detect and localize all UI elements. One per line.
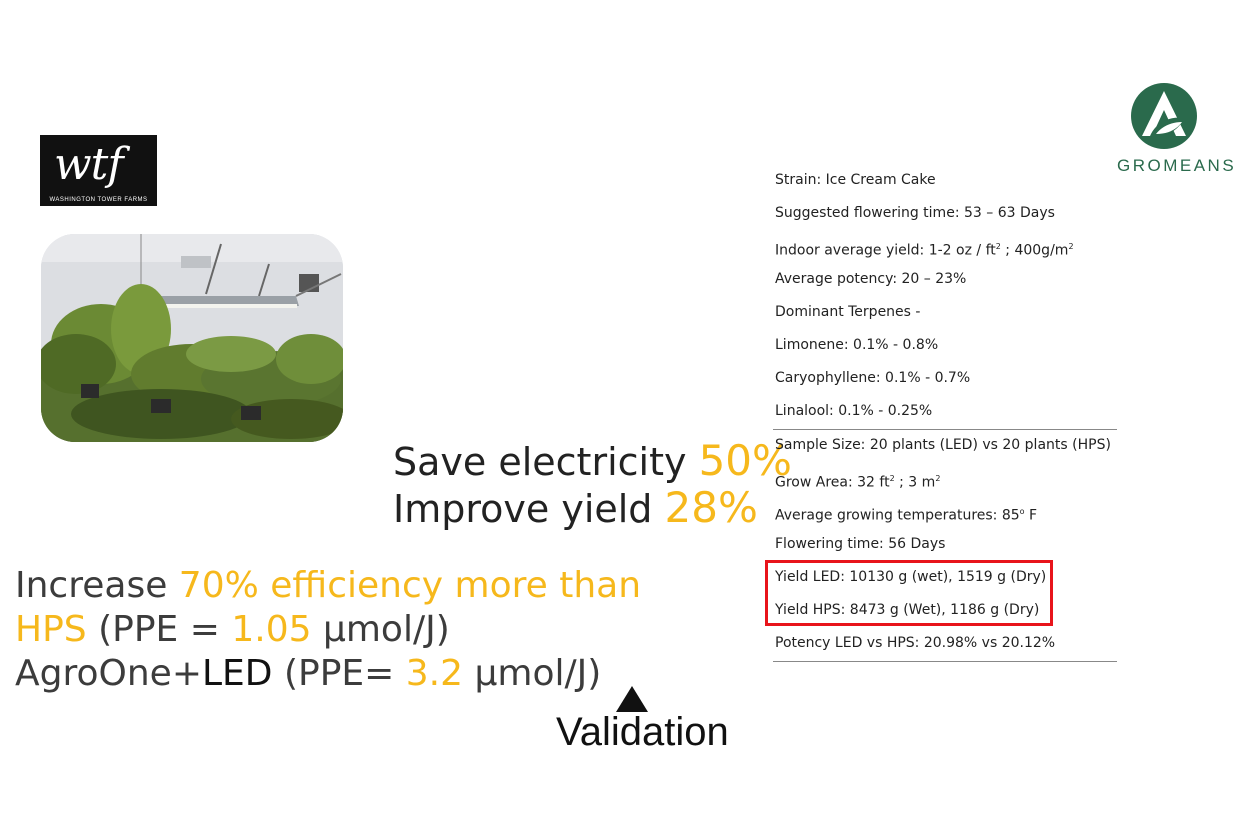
yield-text: Indoor average yield: 1-2 oz / ft xyxy=(775,242,996,259)
wtf-monogram: wtf xyxy=(54,139,124,190)
spec-sample-size: Sample Size: 20 plants (LED) vs 20 plant… xyxy=(775,437,1111,453)
gromeans-logo-icon xyxy=(1130,82,1198,150)
spec-potency-comparison: Potency LED vs HPS: 20.98% vs 20.12% xyxy=(773,628,1117,662)
grow-room-photo xyxy=(41,234,343,442)
efficiency-line-1: Increase 70% efficiency more than xyxy=(15,564,641,608)
yield-text-2: ; 400g/m xyxy=(1000,242,1069,259)
yield-value: 28% xyxy=(664,483,758,532)
area-text-2: ; 3 m xyxy=(894,474,936,491)
temp-unit: F xyxy=(1024,507,1038,524)
yield-sup-1: 2 xyxy=(995,242,1001,251)
agro-ppe-open: (PPE= xyxy=(272,653,406,694)
hps-ppe-value: 1.05 xyxy=(231,609,312,650)
spec-terpenes: Dominant Terpenes - xyxy=(775,304,921,320)
savings-headline: Save electricity 50% Improve yield 28% xyxy=(393,438,792,532)
temp-degree: o xyxy=(1019,507,1025,516)
spec-flowering-time: Flowering time: 56 Days xyxy=(775,536,946,552)
agro-label: AgroOne+ xyxy=(15,653,202,694)
efficiency-line-3: AgroOne+LED (PPE= 3.2 μmol/J) xyxy=(15,652,641,696)
temp-text: Average growing temperatures: 85 xyxy=(775,507,1020,524)
spec-yield-hps: Yield HPS: 8473 g (Wet), 1186 g (Dry) xyxy=(775,602,1040,618)
efficiency-statement: Increase 70% efficiency more than HPS (P… xyxy=(15,564,641,696)
strain-specs: Strain: Ice Cream Cake Suggested floweri… xyxy=(773,165,1117,662)
efficiency-line-2: HPS (PPE = 1.05 μmol/J) xyxy=(15,608,641,652)
spec-yield-led: Yield LED: 10130 g (wet), 1519 g (Dry) xyxy=(775,569,1047,585)
electricity-line: Save electricity 50% xyxy=(393,438,792,485)
yield-line: Improve yield 28% xyxy=(393,485,792,532)
agro-ppe-value: 3.2 xyxy=(405,653,464,694)
validation-label: Validation xyxy=(556,710,729,754)
spec-caryophyllene: Caryophyllene: 0.1% - 0.7% xyxy=(775,370,971,386)
spec-suggested-flowering: Suggested flowering time: 53 – 63 Days xyxy=(775,205,1055,221)
gromeans-wordmark: GROMEANS xyxy=(1117,156,1237,175)
spec-limonene: Limonene: 0.1% - 0.8% xyxy=(775,337,939,353)
hps-label: HPS xyxy=(15,609,87,650)
increase-label: Increase xyxy=(15,565,179,606)
electricity-value: 50% xyxy=(698,436,792,485)
agro-ppe-unit: μmol/J) xyxy=(463,653,602,694)
spec-linalool: Linalool: 0.1% - 0.25% xyxy=(773,396,1117,430)
spec-indoor-yield: Indoor average yield: 1-2 oz / ft2 ; 400… xyxy=(773,231,1117,264)
spec-strain: Strain: Ice Cream Cake xyxy=(775,172,936,188)
grow-room-illustration xyxy=(41,234,343,442)
spec-temperature: Average growing temperatures: 85o F xyxy=(773,496,1117,529)
electricity-label: Save electricity xyxy=(393,440,699,484)
hps-ppe-open: (PPE = xyxy=(86,609,232,650)
wtf-caption: WASHINGTON TOWER FARMS xyxy=(49,197,148,203)
wtf-logo: wtf WASHINGTON TOWER FARMS xyxy=(40,135,157,206)
hps-ppe-unit: μmol/J) xyxy=(311,609,450,650)
led-label: LED xyxy=(201,653,273,694)
spec-potency: Average potency: 20 – 23% xyxy=(775,271,967,287)
yield-label: Improve yield xyxy=(393,487,665,531)
yield-highlight-box xyxy=(765,560,1053,626)
yield-sup-2: 2 xyxy=(1068,242,1074,251)
area-text: Grow Area: 32 ft xyxy=(775,474,890,491)
increase-value: 70% efficiency more than xyxy=(178,565,642,606)
area-sup-2: 2 xyxy=(935,474,941,483)
spec-grow-area: Grow Area: 32 ft2 ; 3 m2 xyxy=(773,463,1117,496)
area-sup-1: 2 xyxy=(889,474,895,483)
validation-arrow-icon xyxy=(616,686,648,712)
